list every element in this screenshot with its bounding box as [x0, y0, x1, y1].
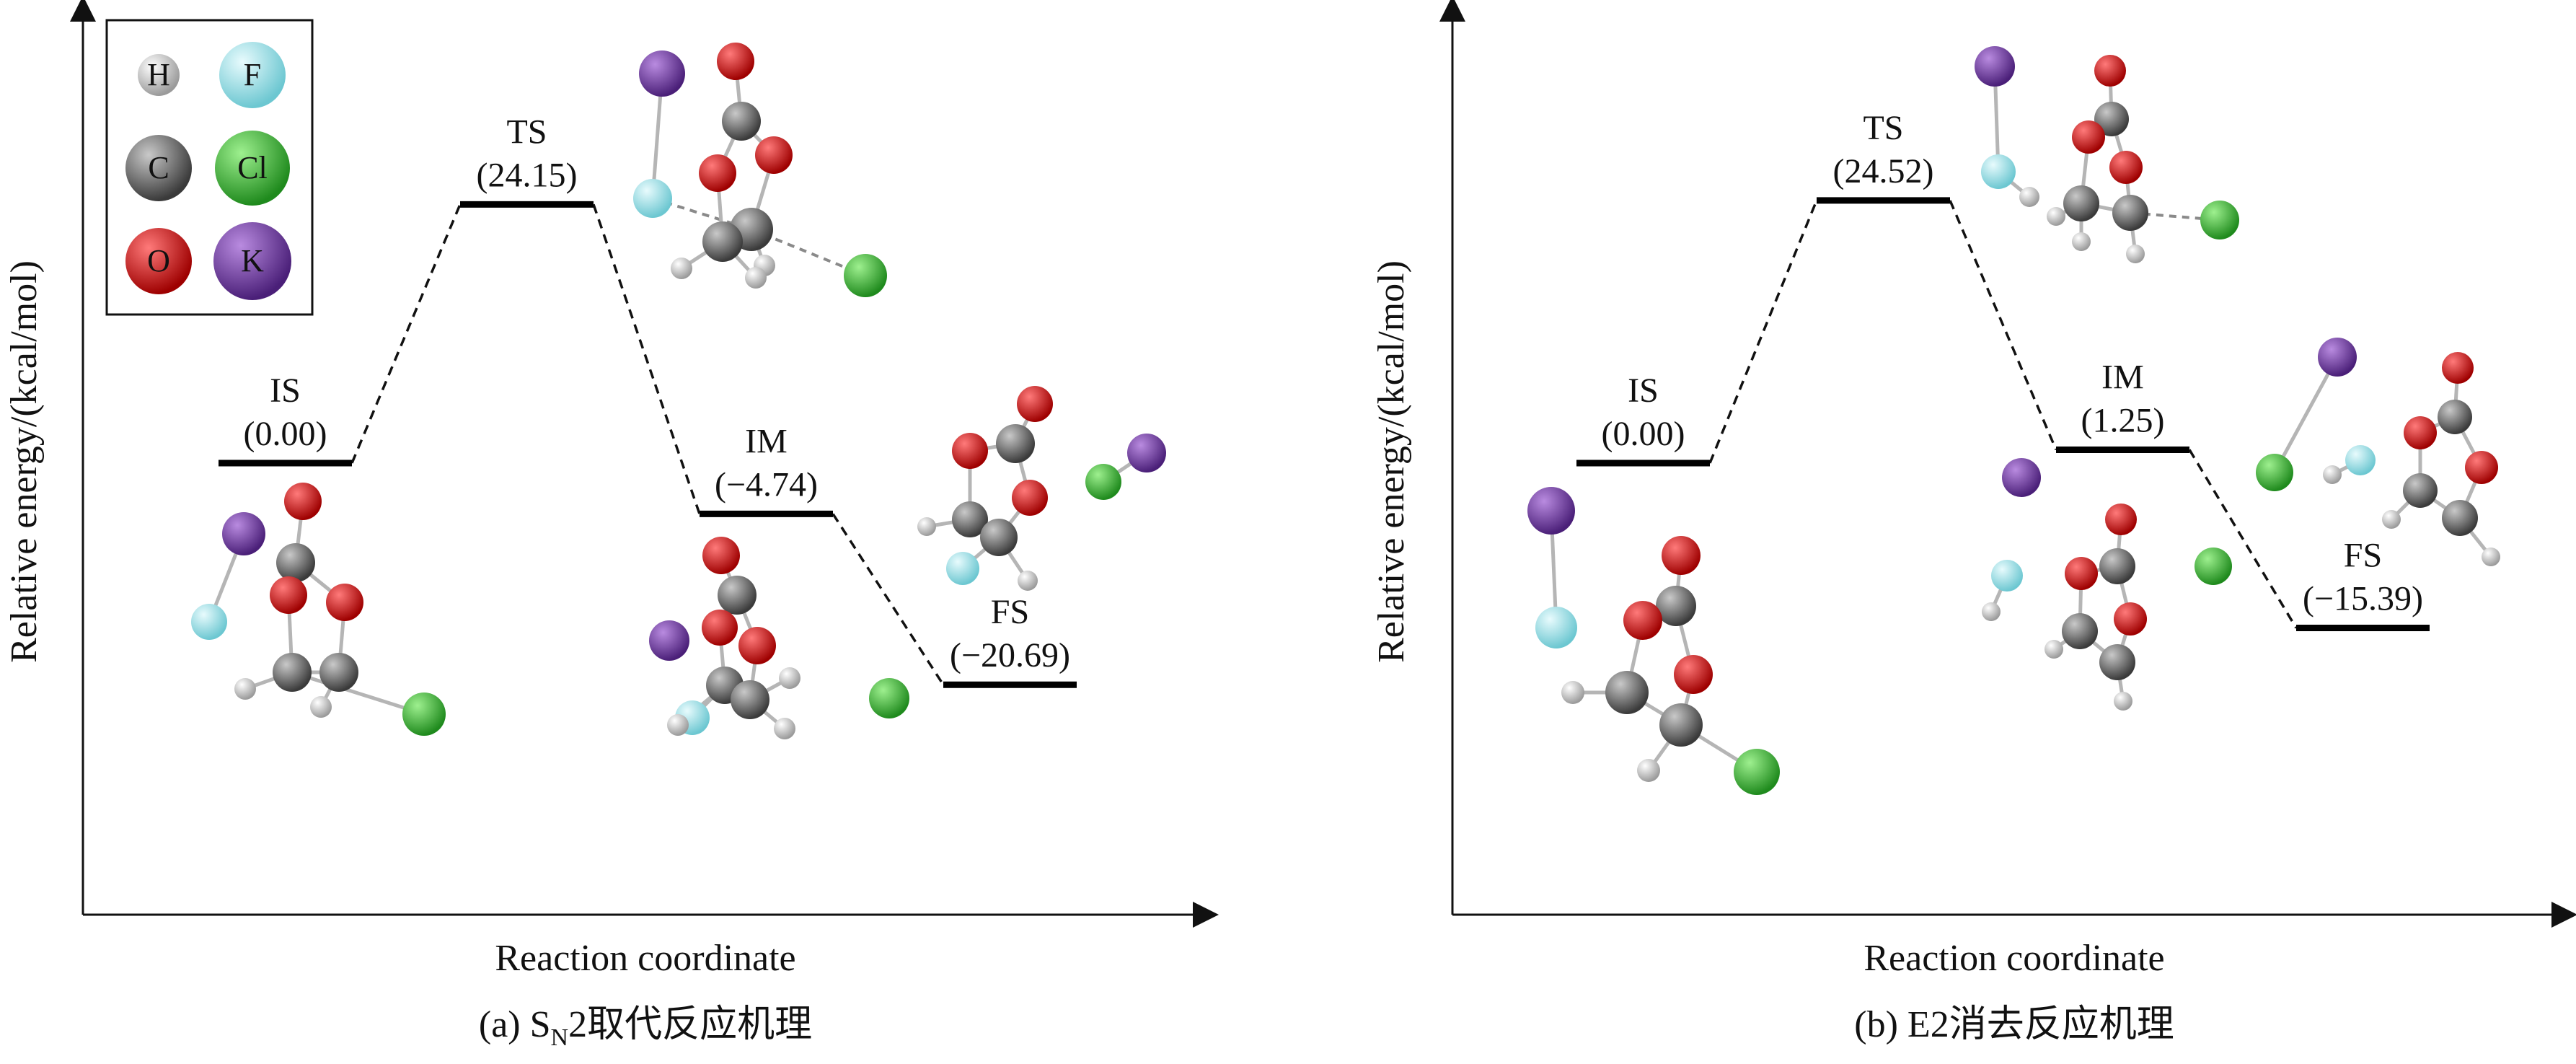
svg-text:C: C — [148, 150, 169, 185]
state-name-im: IM — [2101, 358, 2144, 396]
molecule-is — [1527, 487, 1780, 795]
svg-text:H: H — [147, 57, 170, 92]
legend-item-h: H — [138, 54, 180, 96]
molecule-fs — [2256, 338, 2500, 566]
y-axis-label: Relative energy/(kcal/mol) — [1371, 260, 1412, 663]
state-name-ts: TS — [1863, 109, 1903, 147]
state-value-fs: (−20.69) — [950, 636, 1070, 674]
state-value-ts: (24.52) — [1833, 152, 1934, 190]
svg-text:Cl: Cl — [237, 150, 268, 185]
legend-item-k: K — [213, 222, 291, 300]
molecule-ts — [1975, 46, 2239, 263]
legend-item-o: O — [125, 228, 192, 294]
connector-is-ts — [1708, 200, 1818, 464]
energy-levels — [219, 201, 1077, 688]
connector-lines — [1708, 200, 2298, 629]
x-axis-label: Reaction coordinate — [1863, 938, 2164, 979]
connector-ts-im — [1949, 200, 2057, 451]
legend-item-c: C — [125, 135, 192, 201]
state-value-fs: (−15.39) — [2303, 580, 2423, 618]
x-axis-label: Reaction coordinate — [495, 938, 795, 979]
energy-levels — [1576, 197, 2430, 632]
state-value-im: (1.25) — [2081, 401, 2165, 439]
panel-caption: (b) E2消去反应机理 — [1854, 1004, 2174, 1045]
svg-text:F: F — [244, 57, 261, 92]
svg-text:O: O — [147, 243, 170, 278]
state-value-im: (−4.74) — [715, 465, 818, 504]
energy-profile-sn2: Relative energy/(kcal/mol) Reaction coor… — [4, 0, 1219, 1051]
state-labels: IS (0.00) TS (24.52) IM (1.25) FS (−15.3… — [1602, 109, 2424, 618]
connector-im-fs — [832, 513, 945, 686]
molecule-im — [1982, 458, 2232, 711]
molecule-ts — [633, 43, 887, 297]
svg-text:K: K — [241, 243, 264, 278]
molecule-im — [649, 537, 909, 739]
connector-im-fs — [2188, 449, 2298, 629]
state-name-fs: FS — [991, 593, 1029, 631]
energy-profile-e2: Relative energy/(kcal/mol) Reaction coor… — [1371, 0, 2576, 1045]
state-value-ts: (24.15) — [477, 156, 578, 194]
connector-ts-im — [592, 203, 701, 514]
connector-lines — [350, 203, 945, 686]
state-name-im: IM — [745, 422, 788, 460]
state-labels: IS (0.00) TS (24.15) IM (−4.74) FS (−20.… — [244, 113, 1071, 674]
state-name-is: IS — [270, 371, 301, 410]
molecule-fs — [917, 386, 1166, 591]
y-axis-label: Relative energy/(kcal/mol) — [4, 260, 45, 663]
state-value-is: (0.00) — [244, 415, 327, 453]
legend-item-cl: Cl — [215, 131, 290, 206]
legend-item-f: F — [219, 42, 286, 108]
element-legend: H F C Cl O K — [105, 19, 314, 316]
molecule-is — [191, 483, 446, 736]
state-name-ts: TS — [506, 113, 547, 151]
state-value-is: (0.00) — [1602, 415, 1685, 453]
state-name-fs: FS — [2344, 537, 2382, 575]
panel-caption: (a) SN2取代反应机理 — [479, 1004, 812, 1051]
connector-is-ts — [350, 203, 462, 464]
state-name-is: IS — [1628, 371, 1659, 410]
